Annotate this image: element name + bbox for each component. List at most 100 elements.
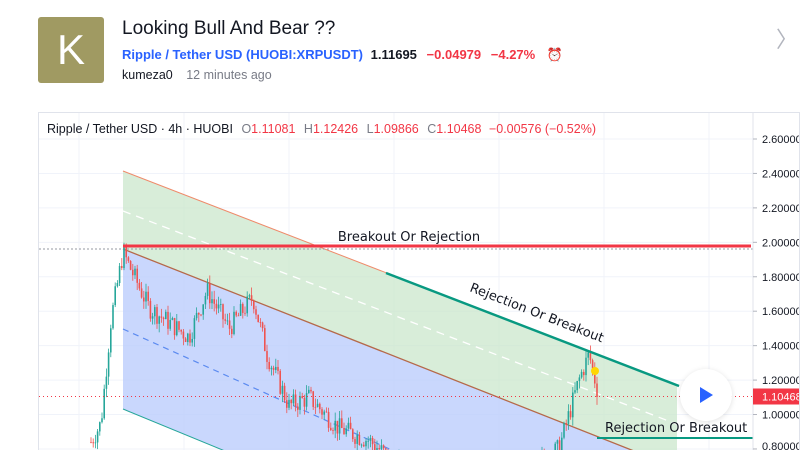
symbol-code-link[interactable]: (HUOBI:XRPUSDT) xyxy=(246,47,364,62)
candle-body xyxy=(314,406,317,408)
candle-body xyxy=(343,427,345,435)
candle-body xyxy=(110,328,112,353)
candle-body xyxy=(321,409,323,415)
legend-c-label: C xyxy=(427,122,437,136)
upper-channel-fill xyxy=(123,171,677,450)
candle-body xyxy=(360,444,363,446)
candle-body xyxy=(242,303,244,313)
play-button[interactable] xyxy=(680,369,732,421)
candle-body xyxy=(596,383,598,397)
candle-body xyxy=(358,434,361,445)
candle-body xyxy=(563,423,565,438)
candle-body xyxy=(147,291,149,301)
candle-body xyxy=(367,440,369,442)
candle-body xyxy=(371,438,374,445)
candle-body xyxy=(354,439,356,444)
candle-body xyxy=(580,371,583,378)
candle-body xyxy=(327,411,330,428)
chart-legend: Ripple / Tether USD · 4h · HUOBI O1.1108… xyxy=(47,122,596,136)
symbol-link[interactable]: Ripple / Tether USD xyxy=(122,47,243,62)
candle-body xyxy=(286,400,288,408)
candle-body xyxy=(305,393,308,407)
candle-body xyxy=(143,297,145,302)
candle-body xyxy=(290,399,292,404)
candle-body xyxy=(336,420,339,434)
candle-body xyxy=(233,311,235,335)
candle-body xyxy=(591,360,594,369)
candle-body xyxy=(279,370,281,394)
symbol-line: Ripple / Tether USD (HUOBI:XRPUSDT) 1.11… xyxy=(122,47,563,63)
candle-body xyxy=(114,286,116,306)
axis-tick-label: 1.000000 xyxy=(762,410,800,422)
candle-body xyxy=(585,357,587,376)
candle-body xyxy=(127,257,130,261)
candle-body xyxy=(255,309,257,315)
candle-body xyxy=(587,352,589,358)
candle-body xyxy=(253,300,255,310)
candle-body xyxy=(567,411,570,424)
symbol-price: 1.11695 xyxy=(370,47,417,62)
candle-body xyxy=(332,430,334,431)
candle-body xyxy=(211,299,213,304)
candle-body xyxy=(330,427,332,431)
candle-body xyxy=(297,406,299,410)
author-name[interactable]: kumeza0 xyxy=(122,68,173,82)
candle-body xyxy=(121,266,123,269)
annotation-text: Rejection Or Breakout xyxy=(605,421,747,436)
candle-body xyxy=(301,396,303,398)
author-avatar[interactable]: K xyxy=(38,17,104,83)
candle-body xyxy=(90,442,92,443)
candle-body xyxy=(226,320,229,322)
candle-body xyxy=(191,338,193,343)
candle-body xyxy=(316,403,319,408)
candle-body xyxy=(299,396,301,410)
chart-canvas: Breakout Or Rejection Rejection Or Breako… xyxy=(39,113,800,450)
lower-channel-mid xyxy=(122,328,394,450)
legend-low: 1.09866 xyxy=(373,122,419,136)
legend-close: 1.10468 xyxy=(436,122,482,136)
candle-body xyxy=(138,282,141,289)
candle-body xyxy=(167,311,169,329)
candle-body xyxy=(96,431,99,443)
candle-body xyxy=(228,320,231,329)
candle-body xyxy=(198,312,200,315)
candle-body xyxy=(565,423,567,424)
candle-body xyxy=(224,319,226,321)
candle-body xyxy=(380,445,383,450)
candle-body xyxy=(132,269,134,276)
candle-body xyxy=(145,291,147,302)
candle-body xyxy=(576,381,578,391)
candle-body xyxy=(583,371,585,376)
last-price-label: 1.104680 xyxy=(762,391,800,403)
candle-body xyxy=(101,418,103,423)
lower-channel-bottom xyxy=(122,408,224,450)
candle-body xyxy=(176,321,178,336)
idea-meta: kumeza0 12 minutes ago xyxy=(122,68,272,82)
channel-top-trendline xyxy=(385,271,680,388)
candle-body xyxy=(365,440,367,447)
candle-body xyxy=(202,304,204,315)
candle-body xyxy=(112,305,114,329)
candle-body xyxy=(325,411,328,413)
legend-open: 1.11081 xyxy=(251,122,296,136)
axis-tick-label: 1.800000 xyxy=(762,272,800,284)
candle-body xyxy=(310,389,312,392)
candle-body xyxy=(369,438,372,441)
candle-body xyxy=(277,366,279,371)
candle-body xyxy=(123,246,125,269)
candle-body xyxy=(206,283,209,296)
close-icon[interactable]: 〉 xyxy=(775,27,798,52)
candle-body xyxy=(125,246,127,258)
candle-body xyxy=(195,312,198,319)
play-icon xyxy=(700,387,713,403)
alarm-clock-icon[interactable]: ⏰ xyxy=(546,47,564,62)
candle-body xyxy=(261,322,264,329)
axis-tick-label: 2.600000 xyxy=(762,134,800,146)
candle-body xyxy=(338,418,341,434)
price-chart[interactable]: Breakout Or Rejection Rejection Or Breako… xyxy=(38,112,800,450)
legend-title: Ripple / Tether USD · 4h · HUOBI xyxy=(47,122,233,136)
candle-body xyxy=(266,351,268,362)
candle-body xyxy=(594,368,596,384)
candle-body xyxy=(382,445,385,449)
candle-body xyxy=(294,394,297,407)
